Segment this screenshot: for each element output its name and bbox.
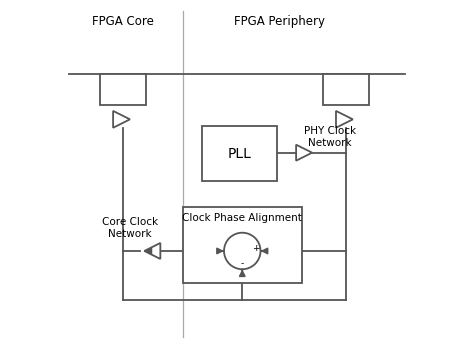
Text: PLL: PLL (228, 147, 252, 160)
Text: FPGA Core: FPGA Core (92, 14, 154, 28)
Text: +: + (253, 244, 260, 253)
Bar (100, 74, 146, 105)
Text: FPGA Periphery: FPGA Periphery (234, 14, 325, 28)
Text: PHY Clock
Network: PHY Clock Network (304, 126, 356, 148)
Text: Clock Phase Alignment: Clock Phase Alignment (182, 213, 302, 223)
Text: Core Clock
Network: Core Clock Network (102, 217, 158, 239)
Bar (323, 74, 369, 105)
Polygon shape (336, 111, 353, 128)
Bar (182, 207, 302, 283)
Polygon shape (145, 243, 160, 259)
Polygon shape (296, 145, 312, 161)
Bar (202, 126, 277, 181)
Text: -: - (241, 259, 244, 269)
Polygon shape (113, 111, 130, 128)
